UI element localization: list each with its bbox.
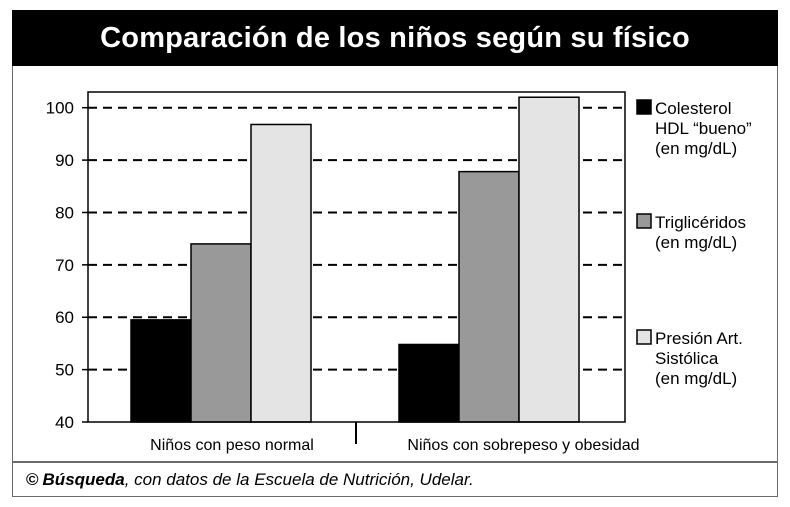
legend-label: (en mg/dL)	[655, 139, 737, 158]
source-text: , con datos de la Escuela de Nutrición, …	[124, 470, 474, 489]
legend-label: (en mg/dL)	[655, 233, 737, 252]
y-tick-label: 80	[55, 203, 74, 222]
legend-swatch	[636, 99, 652, 115]
y-tick-label: 40	[55, 413, 74, 432]
legend-label: Colesterol	[655, 99, 732, 118]
bar	[130, 319, 192, 423]
legend-label: (en mg/dL)	[655, 369, 737, 388]
source-brand: Búsqueda	[42, 470, 125, 489]
bar	[250, 123, 312, 423]
y-tick-label: 60	[55, 308, 74, 327]
legend-label: Sistólica	[655, 349, 719, 368]
bar	[398, 343, 460, 423]
y-tick-label: 100	[46, 99, 74, 118]
copyright-symbol: ©	[26, 470, 39, 489]
x-category-label: Niños con peso normal	[150, 437, 314, 454]
chart-title-bar: Comparación de los niños según su físico	[12, 10, 778, 66]
legend-swatch	[636, 329, 652, 345]
chart-title: Comparación de los niños según su físico	[100, 21, 690, 54]
bar	[190, 243, 252, 423]
bar	[458, 170, 520, 423]
bar	[518, 96, 580, 423]
source-footer: © Búsqueda , con datos de la Escuela de …	[12, 461, 778, 497]
y-tick-label: 50	[55, 361, 74, 380]
legend-label: Presión Art.	[655, 329, 743, 348]
axes: 40 50 60 70 80 90 100 Niños con peso normal Niño…	[46, 91, 640, 454]
legend-label: HDL “bueno”	[655, 119, 752, 138]
bars	[130, 96, 580, 423]
y-tick-label: 70	[55, 256, 74, 275]
x-category-label: Niños con sobrepeso y obesidad	[407, 437, 639, 454]
legend-label: Triglicéridos	[655, 213, 746, 232]
y-tick-label: 90	[55, 151, 74, 170]
legend-swatch	[636, 213, 652, 229]
